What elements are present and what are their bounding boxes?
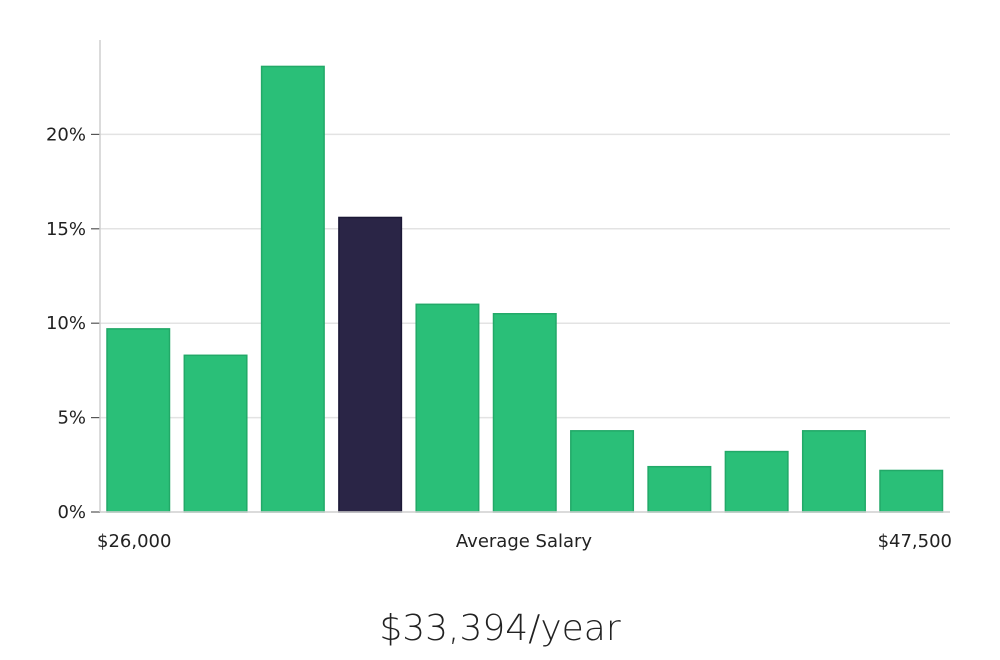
average-salary-value: $33,394/year <box>379 608 621 649</box>
x-min-label: $26,000 <box>97 531 171 552</box>
y-tick-label: 20% <box>46 124 86 145</box>
y-tick-label: 10% <box>46 313 86 334</box>
bar-highlighted <box>338 216 403 513</box>
bar <box>570 430 635 513</box>
bar <box>415 303 480 513</box>
x-max-label: $47,500 <box>878 531 952 552</box>
bar <box>879 469 944 513</box>
bars <box>106 65 944 513</box>
salary-histogram: 0% 5% 10% 15% 20% $26,000 Average Salary $47… <box>46 40 952 552</box>
bar <box>801 430 866 513</box>
y-tick-label: 5% <box>57 408 86 429</box>
y-tick-labels: 0% 5% 10% 15% 20% <box>46 124 86 523</box>
axes <box>91 40 950 513</box>
bar <box>492 313 557 513</box>
bar <box>724 450 789 513</box>
bar <box>183 354 248 513</box>
bar <box>260 65 325 513</box>
bar <box>647 465 712 513</box>
bar <box>106 328 171 513</box>
y-tick-label: 15% <box>46 219 86 240</box>
y-tick-label: 0% <box>57 502 86 523</box>
x-axis-title: Average Salary <box>456 531 593 552</box>
